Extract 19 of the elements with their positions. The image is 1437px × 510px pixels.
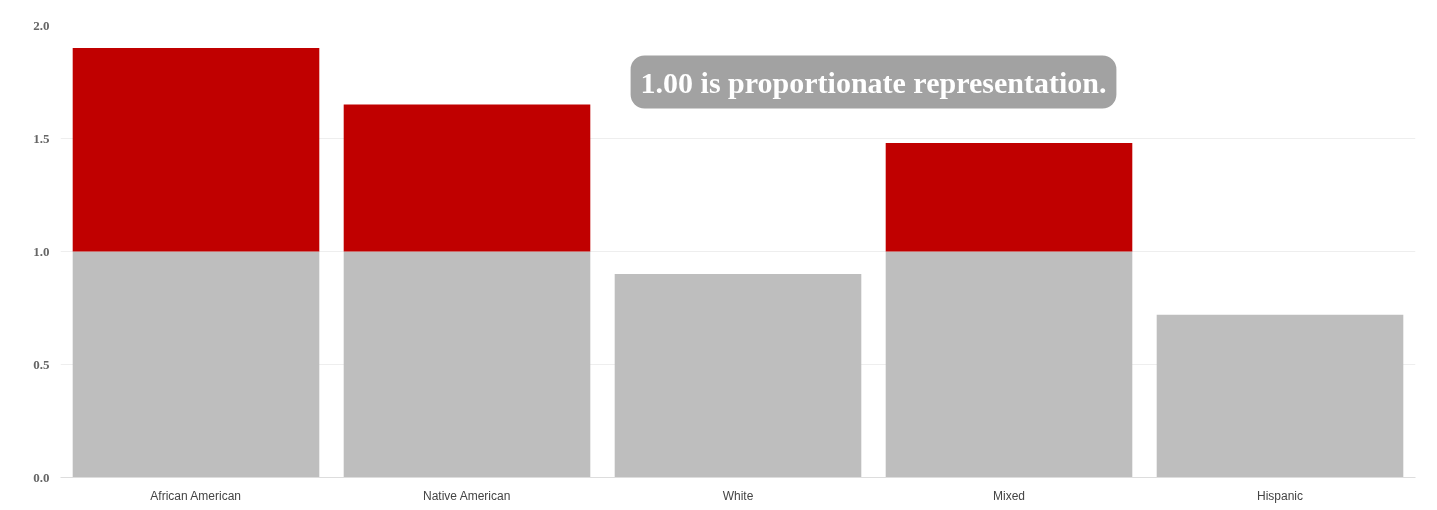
y-tick-label: 0.0	[33, 469, 50, 485]
x-tick-label: White	[722, 488, 754, 503]
bar	[1156, 314, 1404, 478]
y-tick-label: 2.0	[33, 17, 50, 33]
y-tick-label: 0.5	[33, 356, 50, 372]
x-tick-label: Native American	[422, 488, 511, 503]
bar	[72, 251, 320, 478]
bar	[885, 251, 1133, 478]
annotation: 1.00 is proportionate representation.	[640, 65, 1107, 99]
y-tick-label: 1.0	[33, 243, 50, 259]
bar	[885, 143, 1133, 252]
x-tick-label: Hispanic	[1256, 488, 1304, 503]
x-tick-label: African American	[150, 488, 242, 503]
bar	[614, 274, 862, 478]
y-tick-label: 1.5	[33, 130, 50, 146]
x-tick-label: Mixed	[993, 488, 1026, 503]
bar	[343, 251, 591, 478]
bar	[343, 104, 591, 252]
bar	[72, 48, 320, 252]
